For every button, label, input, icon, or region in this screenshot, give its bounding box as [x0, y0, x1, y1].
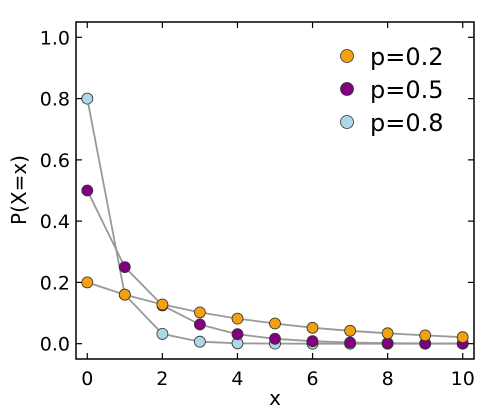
data-point	[156, 298, 169, 311]
data-point	[118, 261, 131, 274]
data-point	[193, 318, 206, 331]
data-point	[193, 335, 206, 348]
x-tick-label: 10	[451, 368, 475, 390]
y-tick-label: 0.0	[40, 334, 70, 356]
legend-marker	[340, 115, 354, 129]
x-tick-label: 6	[307, 368, 319, 390]
legend-marker	[340, 49, 354, 63]
legend: p=0.2 p=0.5 p=0.8	[340, 43, 444, 137]
x-axis-label: x	[269, 386, 281, 410]
data-point	[193, 306, 206, 319]
data-point	[456, 331, 469, 344]
data-point	[306, 335, 319, 348]
x-tick-labels: 0 2 4 6 8 10	[81, 368, 475, 390]
legend-label: p=0.8	[370, 109, 444, 137]
x-tick-label: 8	[382, 368, 394, 390]
data-point	[231, 312, 244, 325]
data-point	[118, 288, 131, 301]
x-tick-label: 2	[156, 368, 168, 390]
data-point	[344, 324, 357, 337]
data-point	[269, 317, 281, 330]
data-point	[381, 327, 394, 340]
y-tick-labels: 0.0 0.2 0.4 0.6 0.8 1.0	[40, 27, 70, 355]
y-tick-label: 0.4	[40, 211, 70, 233]
y-tick-label: 0.6	[40, 150, 70, 172]
x-tick-label: 0	[81, 368, 93, 390]
y-tick-label: 0.8	[40, 89, 70, 111]
data-point	[231, 328, 244, 341]
data-point	[419, 329, 432, 342]
y-tick-label: 0.2	[40, 272, 70, 294]
legend-label: p=0.2	[370, 43, 444, 71]
y-axis-label: P(X=x)	[7, 155, 31, 225]
data-point	[156, 327, 169, 340]
data-point	[81, 184, 94, 197]
x-tick-label: 4	[231, 368, 243, 390]
series-points	[81, 92, 469, 350]
data-point	[381, 337, 394, 350]
legend-marker	[340, 82, 354, 96]
axis-ticks	[76, 22, 474, 359]
data-point	[306, 321, 319, 334]
y-tick-label: 1.0	[40, 27, 70, 49]
plot-area-frame	[75, 21, 475, 360]
data-point	[81, 276, 94, 289]
legend-label: p=0.5	[370, 76, 444, 104]
data-point	[344, 336, 357, 349]
data-point	[269, 332, 281, 345]
data-point	[81, 92, 94, 105]
